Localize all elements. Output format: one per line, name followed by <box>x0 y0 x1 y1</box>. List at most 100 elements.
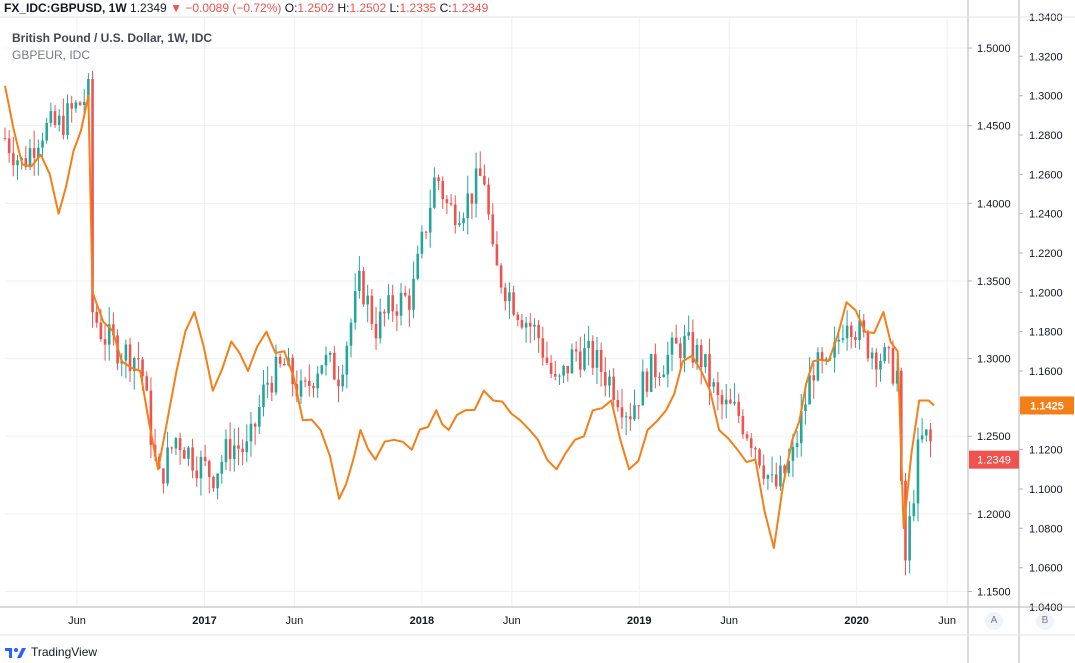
candle-body <box>528 322 532 327</box>
candle-body <box>95 312 99 323</box>
candle-body <box>224 439 228 463</box>
candle-body <box>845 325 849 339</box>
candle-body <box>549 362 553 374</box>
candle-body <box>53 111 57 126</box>
candle-body <box>699 344 703 368</box>
candle-body <box>91 79 94 313</box>
low-label: L: <box>389 1 400 15</box>
candle-body <box>833 341 836 358</box>
candle-body <box>445 199 449 204</box>
candle-body <box>545 357 549 363</box>
candle-body <box>849 325 853 337</box>
x-tick-label: Jun <box>503 615 521 627</box>
candle-body <box>512 292 515 315</box>
candle-body <box>170 447 174 449</box>
compare-series-line <box>4 85 935 549</box>
candle-body <box>137 358 140 360</box>
high-label: H: <box>337 1 350 15</box>
x-tick-label: Jun <box>938 615 956 627</box>
axis-b-button[interactable]: B <box>1036 612 1054 630</box>
candle-body <box>495 244 499 266</box>
candle-body <box>908 516 911 561</box>
candle-body <box>416 253 420 279</box>
candle-body <box>187 447 190 459</box>
candle-body <box>258 407 261 427</box>
y-tick-label-a: 1.4000 <box>977 198 1011 210</box>
candle-body <box>883 347 886 361</box>
candle-body <box>324 354 328 366</box>
candle-body <box>662 374 665 378</box>
candle-body <box>737 401 741 417</box>
candle-body <box>107 324 111 345</box>
candle-body <box>891 348 895 384</box>
tradingview-logo[interactable]: TradingView <box>5 645 97 659</box>
compare-series-legend[interactable]: GBPEUR, IDC <box>12 48 91 62</box>
low-value: 1.2335 <box>399 1 437 15</box>
candle-body <box>654 354 657 377</box>
candle-body <box>149 390 153 445</box>
candle-body <box>695 344 699 363</box>
candle-body <box>391 295 394 312</box>
candle-body <box>487 184 490 215</box>
candle-body <box>32 148 36 158</box>
y-tick-label-a: 1.2000 <box>977 509 1011 521</box>
candle-body <box>203 456 207 462</box>
y-tick-label-b: 1.0400 <box>1029 602 1063 614</box>
candle-body <box>645 371 649 392</box>
symbol-name[interactable]: FX_IDC:GBPUSD, 1W <box>4 1 127 15</box>
candle-body <box>362 270 365 305</box>
candle-body <box>612 376 615 400</box>
x-tick-label: 2019 <box>627 615 651 627</box>
candle-body <box>503 287 507 302</box>
candle-body <box>291 357 294 385</box>
candle-body <box>374 323 378 339</box>
candle-body <box>132 358 136 372</box>
y-tick-label-b: 1.2400 <box>1029 209 1063 221</box>
y-tick-label-b: 1.2800 <box>1029 130 1063 142</box>
candle-body <box>408 295 411 310</box>
candle-body <box>178 438 182 451</box>
candle-body <box>874 352 878 370</box>
x-tick-label: Jun <box>68 615 86 627</box>
candle-body <box>345 345 349 375</box>
candle-body <box>49 111 53 123</box>
candle-body <box>262 384 265 408</box>
candle-body <box>299 380 303 397</box>
axis-a-button[interactable]: A <box>985 612 1003 630</box>
main-series-legend[interactable]: British Pound / U.S. Dollar, 1W, IDC <box>12 31 213 45</box>
candle-body <box>520 320 524 328</box>
candle-body <box>124 344 128 361</box>
candle-body <box>220 462 224 474</box>
candle-body <box>929 429 932 442</box>
candle-body <box>733 401 736 404</box>
candle-body <box>916 439 920 504</box>
candle-body <box>866 332 870 359</box>
candle-body <box>804 404 807 411</box>
candle-body <box>428 207 432 233</box>
x-tick-label: 2017 <box>192 615 216 627</box>
candle-body <box>328 352 332 355</box>
candle-body <box>604 372 607 386</box>
candle-body <box>395 311 399 316</box>
candle-body <box>232 445 236 459</box>
candle-body <box>887 347 891 349</box>
y-tick-label-a: 1.5000 <box>977 43 1011 55</box>
candle-body <box>37 147 40 158</box>
candle-body <box>912 503 916 517</box>
candle-body <box>278 356 282 364</box>
candle-body <box>341 374 344 387</box>
candle-body <box>553 373 557 377</box>
y-tick-label-b: 1.1600 <box>1029 366 1063 378</box>
candle-body <box>566 365 570 374</box>
candle-body <box>266 382 269 385</box>
down-arrow-icon: ▼ <box>170 1 182 15</box>
candle-body <box>308 380 311 386</box>
y-tick-label-b: 1.0600 <box>1029 563 1063 575</box>
y-tick-label-a: 1.3500 <box>977 276 1011 288</box>
candle-body <box>920 435 924 440</box>
candle-body <box>900 370 903 481</box>
candle-body <box>608 376 611 386</box>
candle-body <box>24 158 28 167</box>
